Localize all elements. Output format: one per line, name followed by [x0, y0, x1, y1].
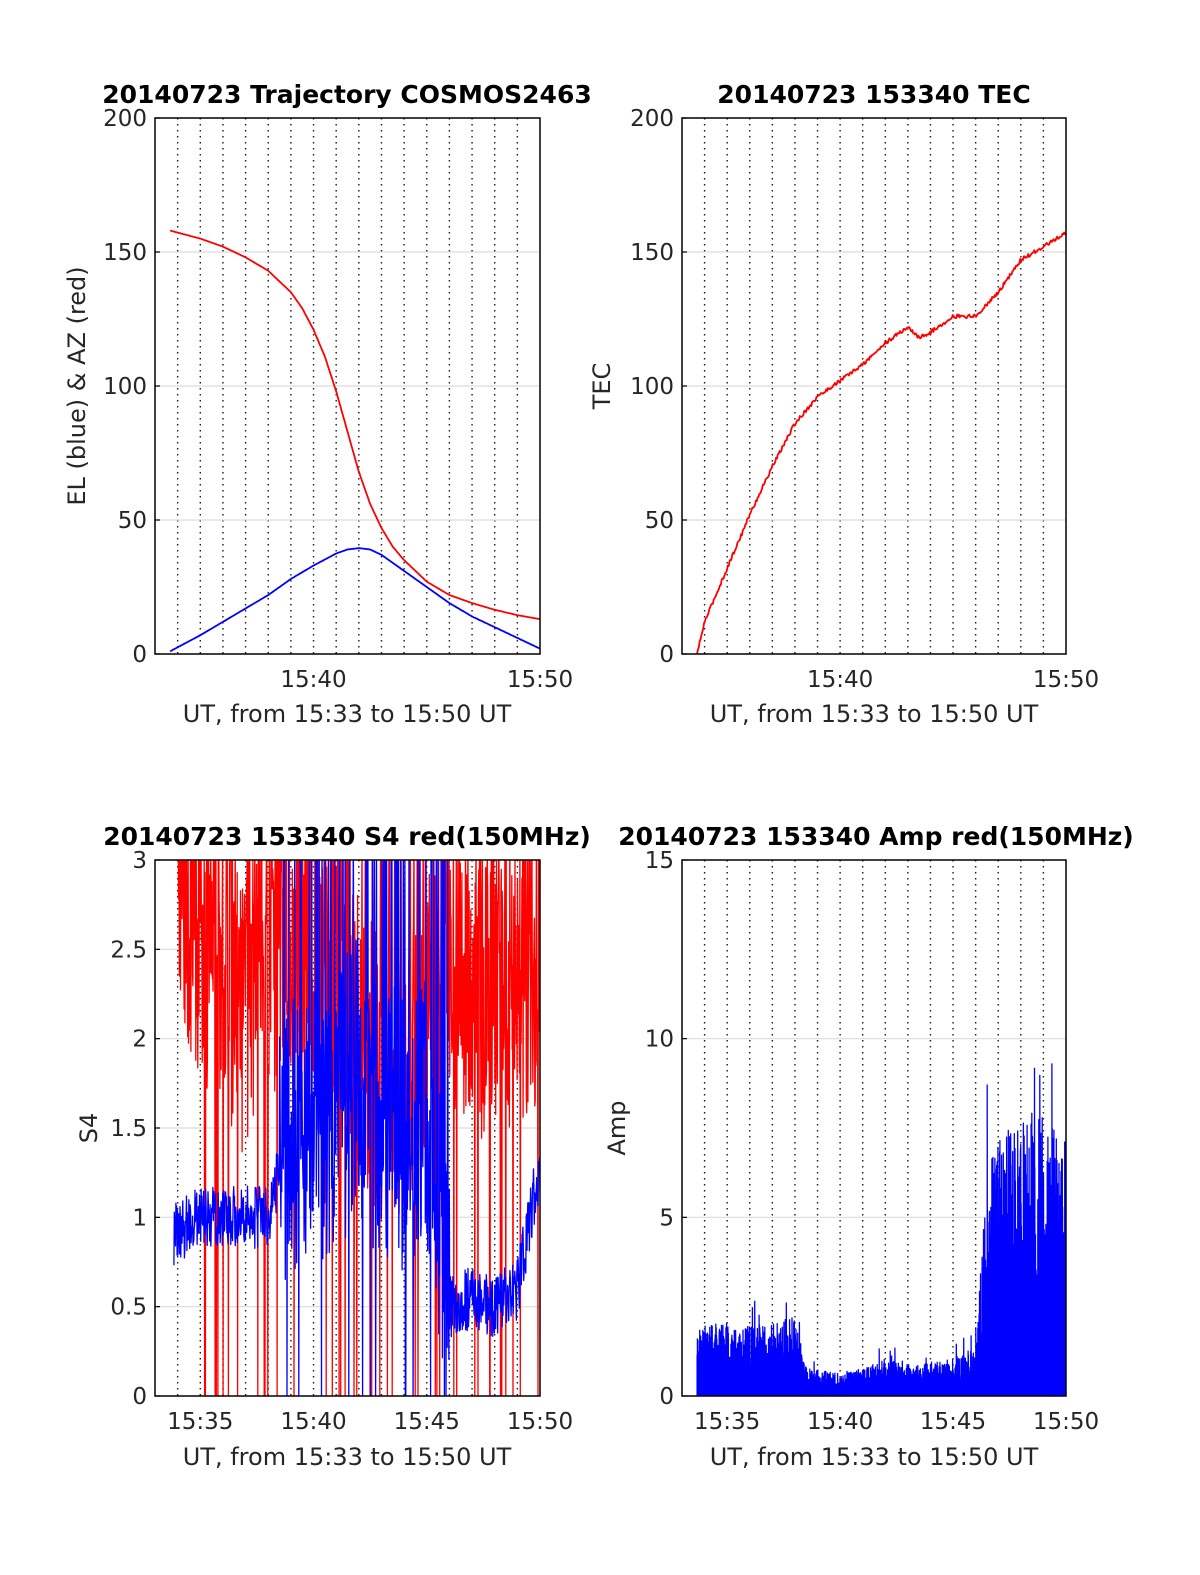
y-tick-labels: 0 50 100 150 200	[103, 106, 160, 668]
y-tick-label: 0	[659, 1384, 674, 1410]
series-group	[696, 1063, 1066, 1396]
x-tick-label: 15:40	[280, 1409, 346, 1435]
x-tick-label: 15:35	[167, 1409, 233, 1435]
x-tick-label: 15:50	[507, 667, 573, 693]
series-line	[169, 229, 540, 621]
y-tick-label: 0	[659, 642, 674, 668]
x-tick-label: 15:50	[1033, 1409, 1099, 1435]
x-tick-label: 15:35	[694, 1409, 760, 1435]
x-tick-label: 15:50	[507, 1409, 573, 1435]
x-tick-labels: 15:35 15:40 15:45 15:50	[694, 1409, 1099, 1435]
panel-trajectory: 20140723 Trajectory COSMOS2463 0 50 100 150…	[63, 80, 592, 728]
series-line	[169, 547, 540, 653]
y-tick-label: 200	[630, 106, 674, 132]
y-axis-label: S4	[75, 1113, 103, 1144]
y-tick-label: 0	[132, 1384, 147, 1410]
chart-title: 20140723 153340 Amp red(150MHz)	[618, 822, 1134, 851]
y-tick-label: 2	[132, 1027, 147, 1053]
series-group	[173, 860, 540, 1396]
horizontal-grid	[155, 251, 540, 521]
y-tick-label: 100	[103, 374, 147, 400]
chart-title: 20140723 153340 TEC	[717, 80, 1030, 109]
x-tick-label: 15:50	[1033, 667, 1099, 693]
y-tick-label: 1.5	[110, 1116, 147, 1142]
series-line	[696, 231, 1066, 654]
x-tick-labels: 15:40 15:50	[807, 667, 1099, 693]
y-axis-label: Amp	[603, 1100, 631, 1155]
x-tick-label: 15:40	[807, 667, 873, 693]
y-tick-label: 5	[659, 1205, 674, 1231]
series-group	[169, 229, 540, 653]
y-axis-label: EL (blue) & AZ (red)	[63, 266, 91, 505]
x-tick-label: 15:40	[807, 1409, 873, 1435]
x-axis-label: UT, from 15:33 to 15:50 UT	[710, 700, 1039, 728]
y-tick-label: 150	[630, 240, 674, 266]
y-tick-labels: 0 50 100 150 200	[630, 106, 687, 668]
y-tick-label: 50	[645, 508, 674, 534]
y-tick-labels: 0 5 10 15	[645, 848, 687, 1410]
y-tick-label: 0	[132, 642, 147, 668]
x-tick-label: 15:45	[394, 1409, 460, 1435]
y-tick-label: 3	[132, 848, 147, 874]
y-tick-label: 2.5	[110, 937, 147, 963]
x-tick-label: 15:45	[920, 1409, 986, 1435]
series-line	[696, 1063, 1066, 1396]
x-tick-label: 15:40	[280, 667, 346, 693]
series-line	[173, 860, 540, 1396]
chart-title: 20140723 153340 S4 red(150MHz)	[103, 822, 591, 851]
y-tick-label: 100	[630, 374, 674, 400]
y-tick-label: 50	[118, 508, 147, 534]
axes-box	[681, 859, 1067, 1397]
panel-amp: 20140723 153340 Amp red(150MHz) 0 5 10 15 1…	[603, 822, 1134, 1471]
panel-s4: 20140723 153340 S4 red(150MHz) 0 0.5 1 1.5 2…	[75, 822, 591, 1471]
x-tick-labels: 15:35 15:40 15:45 15:50	[167, 1409, 573, 1435]
y-tick-labels: 0 0.5 1 1.5 2 2.5 3	[110, 848, 160, 1410]
x-axis-label: UT, from 15:33 to 15:50 UT	[183, 1443, 512, 1471]
y-axis-label: TEC	[588, 363, 616, 411]
series-group	[696, 231, 1066, 654]
y-tick-label: 15	[645, 848, 674, 874]
x-axis-label: UT, from 15:33 to 15:50 UT	[710, 1443, 1039, 1471]
y-tick-label: 150	[103, 240, 147, 266]
x-tick-labels: 15:40 15:50	[280, 667, 573, 693]
y-tick-label: 0.5	[110, 1295, 147, 1321]
y-tick-label: 200	[103, 106, 147, 132]
horizontal-grid	[682, 251, 1066, 521]
x-axis-label: UT, from 15:33 to 15:50 UT	[183, 700, 512, 728]
y-tick-label: 10	[645, 1027, 674, 1053]
y-tick-label: 1	[132, 1205, 147, 1231]
chart-title: 20140723 Trajectory COSMOS2463	[102, 80, 592, 109]
